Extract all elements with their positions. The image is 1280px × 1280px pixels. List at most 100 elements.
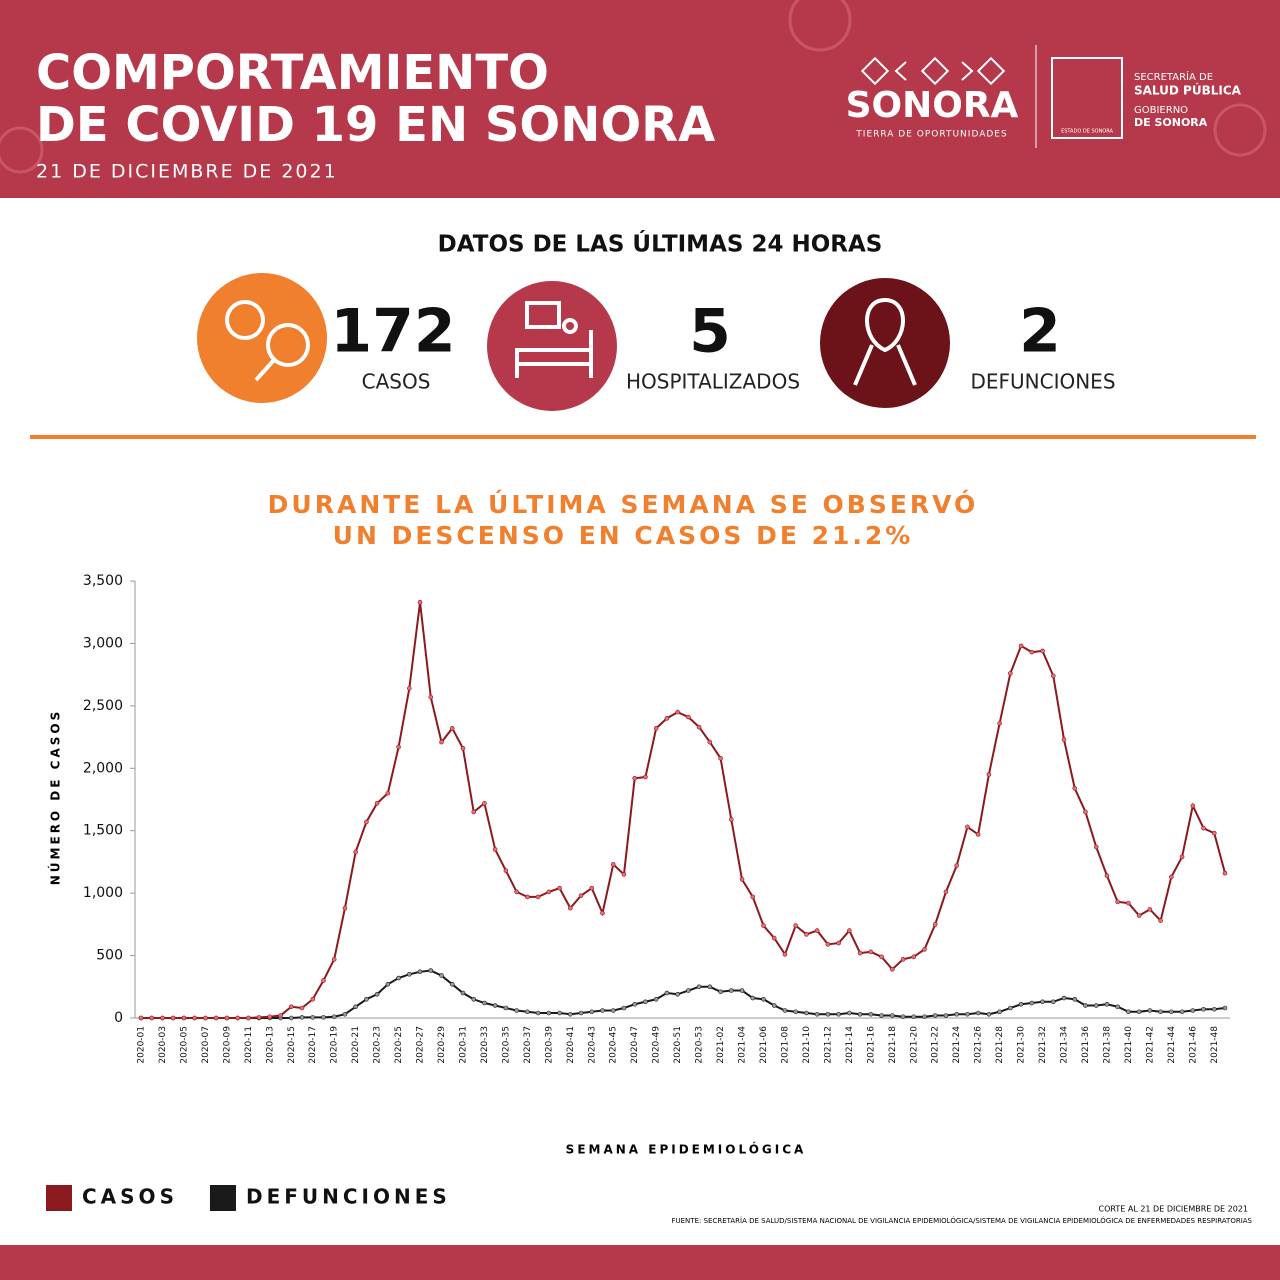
data-point	[836, 940, 841, 946]
x-tick-label: 2020-09	[222, 1026, 232, 1064]
data-point	[922, 1014, 927, 1020]
data-point	[610, 862, 616, 867]
source: FUENTE: SECRETARÍA DE SALUD/SISTEMA NACI…	[671, 1216, 1252, 1225]
data-point	[1061, 737, 1067, 742]
data-point	[503, 1005, 509, 1011]
data-point	[1083, 809, 1088, 815]
data-point	[1147, 1008, 1153, 1013]
data-point	[965, 1011, 970, 1017]
data-point	[514, 889, 519, 895]
data-point	[331, 957, 337, 962]
x-tick-label: 2020-49	[652, 1026, 662, 1064]
data-point	[1169, 1009, 1174, 1015]
data-point	[932, 922, 938, 927]
data-point	[1211, 830, 1217, 836]
data-point	[1126, 1009, 1131, 1015]
data-point	[675, 709, 680, 715]
data-point	[288, 1015, 294, 1021]
y-tick-label: 0	[114, 1010, 123, 1026]
stat-value: 2	[1019, 297, 1061, 367]
data-point	[932, 1013, 938, 1018]
x-tick-label: 2021-42	[1145, 1026, 1155, 1064]
data-point	[364, 819, 369, 825]
logo-line: GOBIERNO	[1134, 105, 1188, 116]
data-point	[632, 775, 638, 781]
data-point	[718, 989, 723, 995]
data-point	[149, 1015, 155, 1021]
data-point	[761, 923, 766, 928]
footer-band	[0, 1245, 1280, 1280]
data-point	[728, 817, 734, 822]
logo-slogan: TIERRA DE OPORTUNIDADES	[855, 130, 1007, 140]
data-point	[342, 1011, 348, 1017]
legend-label: DEFUNCIONES	[246, 1185, 451, 1209]
data-point	[181, 1015, 187, 1021]
data-point	[1211, 1006, 1217, 1012]
y-tick-label: 3,500	[83, 573, 123, 589]
x-tick-label: 2021-18	[888, 1026, 898, 1064]
data-point	[557, 885, 562, 891]
data-point	[825, 1011, 831, 1017]
x-tick-label: 2021-06	[759, 1026, 769, 1064]
data-point	[1115, 1004, 1120, 1010]
data-point	[986, 1011, 992, 1017]
data-point	[417, 599, 423, 605]
x-tick-label: 2020-27	[416, 1026, 426, 1064]
data-point	[1104, 1001, 1110, 1007]
data-point	[428, 968, 434, 973]
data-point	[1179, 1009, 1185, 1015]
data-point	[482, 1000, 487, 1006]
x-tick-label: 2020-15	[287, 1026, 297, 1064]
data-point	[1050, 673, 1056, 679]
x-tick-label: 2021-10	[802, 1026, 812, 1064]
x-tick-label: 2020-31	[458, 1026, 468, 1064]
data-point	[707, 984, 713, 990]
data-point	[911, 1014, 917, 1020]
data-point	[310, 996, 316, 1002]
data-point	[922, 947, 927, 952]
x-tick-label: 2021-46	[1188, 1026, 1198, 1064]
data-point	[1179, 854, 1185, 860]
data-point	[1158, 918, 1163, 923]
data-point	[170, 1015, 176, 1021]
data-point	[632, 1001, 638, 1007]
data-point	[954, 1011, 959, 1017]
data-point	[321, 1015, 326, 1020]
data-point	[407, 686, 412, 691]
data-point	[1040, 648, 1045, 654]
shield	[1051, 57, 1123, 139]
data-point	[965, 824, 970, 830]
x-tick-label: 2021-36	[1081, 1026, 1091, 1064]
data-point	[1136, 913, 1142, 918]
data-point	[396, 975, 401, 981]
x-tick-label: 2021-20	[909, 1026, 919, 1064]
stat-label: HOSPITALIZADOS	[626, 370, 800, 394]
hospital-icon-glyph	[515, 301, 593, 378]
data-point	[535, 1010, 541, 1016]
data-point	[836, 1011, 841, 1017]
x-tick-label: 2021-02	[716, 1026, 726, 1064]
legend-swatch	[209, 1185, 236, 1211]
x-tick-label: 2020-35	[501, 1026, 511, 1064]
data-point	[546, 889, 552, 895]
data-point	[331, 1014, 337, 1020]
data-point	[353, 849, 358, 855]
data-point	[771, 1003, 777, 1008]
data-point	[868, 1011, 874, 1017]
data-point	[256, 1015, 262, 1020]
data-point	[385, 981, 391, 987]
data-point	[686, 714, 691, 720]
data-point	[1158, 1009, 1163, 1015]
data-point	[975, 832, 981, 837]
stats: 172 CASOS 5 HOSPITALIZADOS 2 DEFUNCIONES	[330, 297, 1115, 394]
data-point	[471, 996, 477, 1002]
data-point	[525, 894, 530, 900]
hospital-icon	[487, 281, 617, 411]
data-point	[1104, 873, 1110, 878]
stats-heading: DATOS DE LAS ÚLTIMAS 24 HORAS	[438, 230, 883, 258]
data-point	[407, 971, 412, 977]
data-point	[342, 905, 348, 911]
y-tick-label: 1,500	[83, 823, 123, 839]
data-point	[782, 952, 788, 957]
x-tick-label: 2020-21	[351, 1026, 361, 1064]
